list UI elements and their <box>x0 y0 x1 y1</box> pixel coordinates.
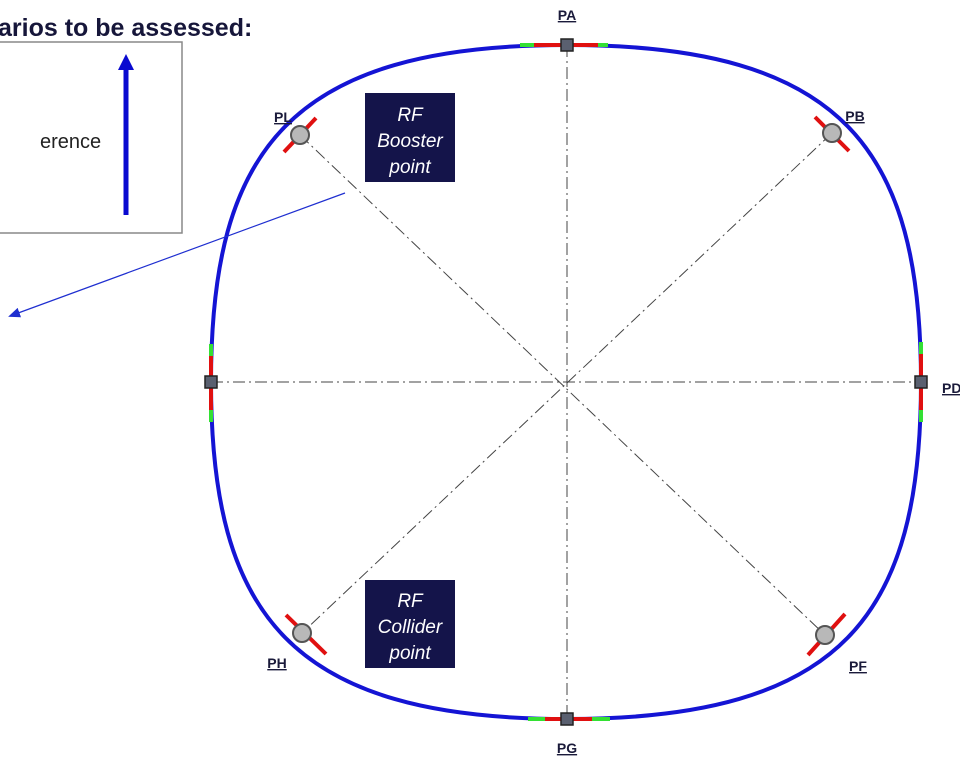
box-text: point <box>388 157 431 178</box>
point-label: PH <box>267 655 286 671</box>
pointer-arrow <box>8 192 346 318</box>
box-text: RF <box>397 591 424 612</box>
axis-line <box>299 134 826 636</box>
legend-text: erence <box>40 131 101 153</box>
point-label: PA <box>558 7 576 23</box>
label-box <box>365 93 455 182</box>
circle-markers <box>290 123 842 645</box>
title: arios to be assessed: <box>0 14 252 42</box>
point-label: PD <box>942 380 960 396</box>
box-text: Collider <box>378 617 443 638</box>
point-label: PB <box>845 108 864 124</box>
box-text: Booster <box>377 131 443 152</box>
box-text: point <box>388 643 431 664</box>
point-label: PF <box>849 658 867 674</box>
box-text: RF <box>397 105 424 126</box>
label-box <box>365 580 455 668</box>
square-markers <box>204 38 928 726</box>
point-label: PL <box>274 109 292 125</box>
point-label: PG <box>557 740 577 756</box>
axis-line <box>301 132 833 634</box>
legend-box <box>0 41 183 234</box>
